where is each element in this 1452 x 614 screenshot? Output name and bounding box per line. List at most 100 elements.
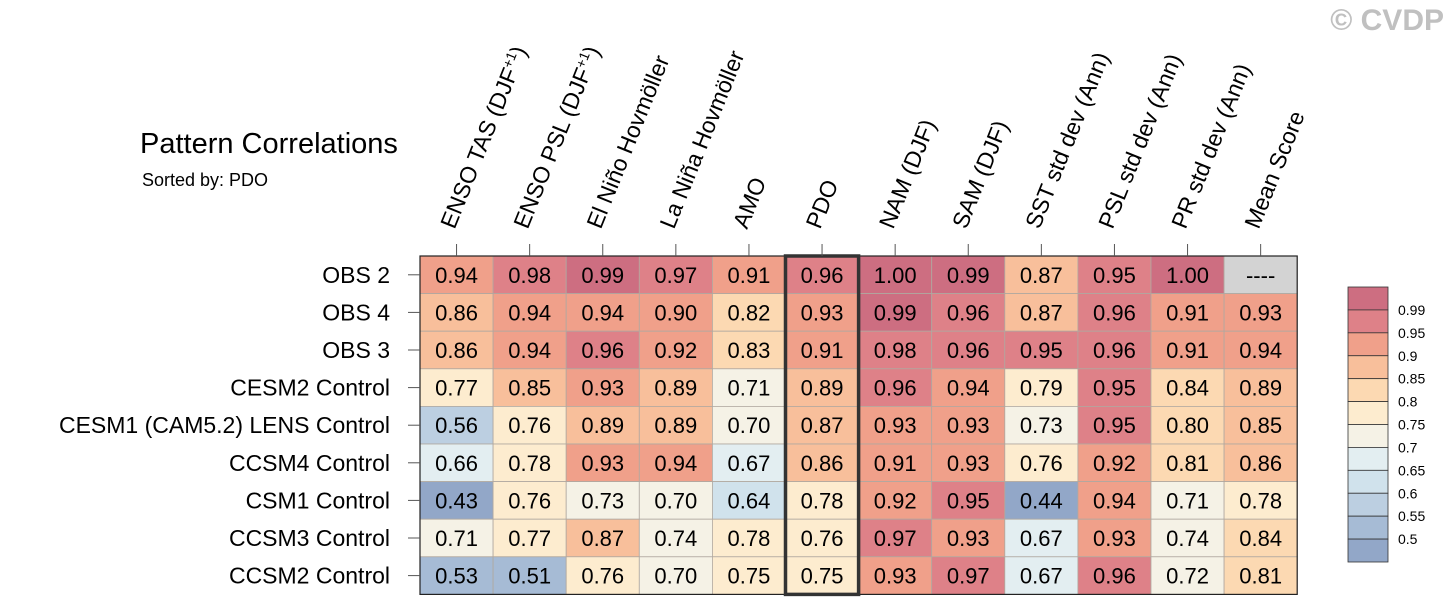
cell-value-label: 0.95 xyxy=(1093,413,1136,438)
cell-value-label: 0.93 xyxy=(1093,526,1136,551)
column-label: PR std dev (Ann) xyxy=(1166,60,1256,232)
cell-value-label: 1.00 xyxy=(1166,263,1209,288)
cell-value-label: 0.95 xyxy=(947,488,990,513)
row-label: CCSM2 Control xyxy=(229,563,390,589)
heatmap-cell xyxy=(1223,518,1298,558)
cell-value-label: 0.87 xyxy=(1020,263,1063,288)
row-label: CCSM3 Control xyxy=(229,525,390,551)
cell-value-label: 0.93 xyxy=(874,564,917,589)
cell-value-label: 0.90 xyxy=(654,300,697,325)
cell-value-label: 0.93 xyxy=(947,451,990,476)
heatmap-cell xyxy=(712,293,786,332)
heatmap-cell xyxy=(858,405,933,445)
cell-value-label: 0.96 xyxy=(1093,300,1136,325)
heatmap-cell xyxy=(565,255,640,294)
colorbar-box xyxy=(1347,469,1389,494)
heatmap-cell xyxy=(931,481,1006,520)
cell-value-label: 0.87 xyxy=(801,413,844,438)
colorbar-label: 0.55 xyxy=(1398,508,1425,524)
cell-value-label: 0.94 xyxy=(435,263,478,288)
column-label: SAM (DJF) xyxy=(947,117,1014,232)
cell-value-label: 0.89 xyxy=(654,376,697,401)
cell-value-label: 0.51 xyxy=(508,564,551,589)
cell-value-label: 0.93 xyxy=(947,526,990,551)
cell-value-label: 0.96 xyxy=(947,300,990,325)
cell-value-label: 0.66 xyxy=(435,451,478,476)
cell-value-label: 0.87 xyxy=(581,526,624,551)
heatmap-cell xyxy=(1223,368,1298,407)
row-labels: OBS 2 OBS 4 OBS 3 CESM2 Control CESM1 (CAM5.… xyxy=(59,262,420,589)
heatmap-cell xyxy=(1223,293,1298,332)
cell-value-label: 0.92 xyxy=(874,488,917,513)
cell-value-label: 0.56 xyxy=(435,413,478,438)
colorbar-box xyxy=(1347,286,1389,311)
heatmap-cell xyxy=(1077,293,1152,332)
cell-value-label: 0.81 xyxy=(1239,564,1282,589)
cell-value-label: 0.67 xyxy=(1020,526,1063,551)
colorbar-label: 0.8 xyxy=(1398,394,1418,410)
cell-value-label: 0.76 xyxy=(508,488,551,513)
cell-value-label: 0.93 xyxy=(581,451,624,476)
cell-value-label: 0.91 xyxy=(1166,300,1209,325)
heatmap-cell xyxy=(858,443,933,482)
cell-value-label: 0.89 xyxy=(801,376,844,401)
colorbar-box xyxy=(1347,424,1389,448)
cell-value-label: 0.78 xyxy=(801,488,844,513)
cell-value-label: 0.78 xyxy=(508,451,551,476)
row-label: CSM1 Control xyxy=(246,487,390,513)
cell-value-label: 0.74 xyxy=(654,526,697,551)
cell-value-label: 0.76 xyxy=(1020,451,1063,476)
heatmap-cell xyxy=(1150,405,1225,445)
colorbar-label: 0.7 xyxy=(1398,439,1418,455)
cell-value-label: 0.86 xyxy=(801,451,844,476)
heatmap-cell xyxy=(1150,330,1225,370)
colorbar-box xyxy=(1347,515,1389,540)
heatmap-cell xyxy=(492,368,567,407)
cell-value-label: 0.87 xyxy=(1020,300,1063,325)
cell-value-label: 0.76 xyxy=(581,564,624,589)
colorbar-box xyxy=(1347,309,1389,334)
cell-value-label: 0.71 xyxy=(435,526,478,551)
cell-value-label: 0.89 xyxy=(1239,376,1282,401)
heatmap-cell xyxy=(931,293,1006,332)
cell-value-label: 1.00 xyxy=(874,263,917,288)
heatmap-cell xyxy=(931,368,1006,407)
heatmap-cell xyxy=(419,330,494,370)
cell-value-label: 0.78 xyxy=(1239,488,1282,513)
cell-value-label: 0.64 xyxy=(728,488,771,513)
cell-value-label: 0.94 xyxy=(1239,338,1282,363)
heatmap-cell xyxy=(931,556,1006,595)
cell-value-label: ---- xyxy=(1246,263,1275,288)
colorbar-label: 0.5 xyxy=(1398,531,1418,547)
cell-value-label: 0.73 xyxy=(1020,413,1063,438)
colorbar-box xyxy=(1347,492,1389,517)
heatmap-cell xyxy=(492,518,567,558)
heatmap-cell xyxy=(1004,368,1079,407)
heatmap-cell xyxy=(931,443,1006,482)
heatmap-cell xyxy=(638,556,713,595)
cell-value-label: 0.96 xyxy=(1093,338,1136,363)
cell-value-label: 0.93 xyxy=(874,413,917,438)
cell-value-label: 0.72 xyxy=(1166,564,1209,589)
cell-value-label: 0.89 xyxy=(654,413,697,438)
heatmap-cell xyxy=(858,518,933,558)
row-label: OBS 2 xyxy=(322,262,390,288)
cell-value-label: 0.98 xyxy=(874,338,917,363)
heatmap-cell xyxy=(712,368,786,407)
cell-value-label: 0.89 xyxy=(581,413,624,438)
row-label: OBS 3 xyxy=(322,337,390,363)
cell-value-label: 0.92 xyxy=(654,338,697,363)
cell-value-label: 0.71 xyxy=(1166,488,1209,513)
cell-value-label: 0.94 xyxy=(1093,488,1136,513)
cell-value-label: 0.77 xyxy=(435,376,478,401)
heatmap-cell xyxy=(712,330,786,370)
cell-value-label: 0.91 xyxy=(801,338,844,363)
heatmap-cell xyxy=(1223,556,1298,595)
chart-subtitle: Sorted by: PDO xyxy=(142,170,268,190)
cell-value-label: 0.95 xyxy=(1020,338,1063,363)
cell-value-label: 0.92 xyxy=(1093,451,1136,476)
cell-value-label: 0.94 xyxy=(947,376,990,401)
cell-value-label: 0.96 xyxy=(947,338,990,363)
cell-value-label: 0.96 xyxy=(1093,564,1136,589)
